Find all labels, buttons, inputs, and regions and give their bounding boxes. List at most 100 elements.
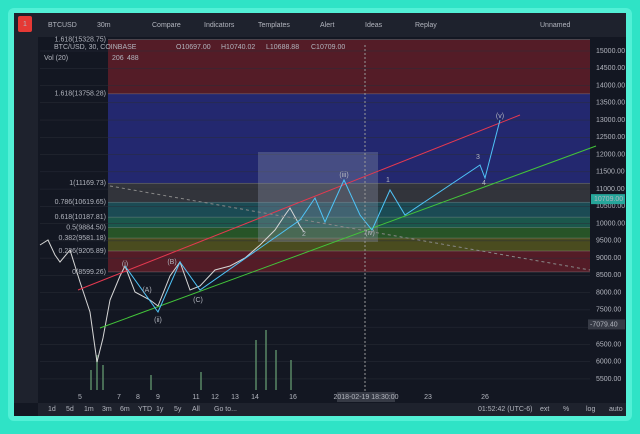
fib-label: 1.618(15328.75) xyxy=(55,36,106,43)
fib-label: 0.236(9205.89) xyxy=(59,248,106,255)
time-label: 12 xyxy=(211,394,219,401)
legend-low: L10688.88 xyxy=(266,44,299,51)
range-button[interactable]: 1d xyxy=(48,406,56,413)
wave-projection xyxy=(124,119,501,314)
price-label: 9500.00 xyxy=(596,238,621,245)
fib-label: 1(11169.73) xyxy=(69,180,106,187)
fib-zones: 1.618(15328.75) 1.618(13758.28) 1(11169.73… xyxy=(55,36,590,276)
volume-value: 488 xyxy=(127,55,139,62)
fib-zone xyxy=(108,183,590,203)
price-label: 14000.00 xyxy=(596,82,625,89)
wave-label: (i) xyxy=(122,261,128,268)
price-label: 15000.00 xyxy=(596,48,625,55)
price-label: 8500.00 xyxy=(596,272,621,279)
legend-high: H10740.02 xyxy=(221,44,255,51)
range-button[interactable]: 3m xyxy=(102,406,112,413)
interval[interactable]: 30m xyxy=(97,22,111,29)
wave-label: 4 xyxy=(482,180,486,187)
last-price-box xyxy=(591,194,625,205)
fib-label: 0.382(9581.18) xyxy=(59,235,106,242)
price-label: 6500.00 xyxy=(596,341,621,348)
wave-label: (ii) xyxy=(154,317,162,324)
fib-zone xyxy=(108,227,590,239)
price-label: 13500.00 xyxy=(596,100,625,107)
time-label: 26 xyxy=(481,394,489,401)
wave-label: (B) xyxy=(167,259,176,266)
fib-label: 0.5(9884.50) xyxy=(66,224,106,231)
time-label: 13 xyxy=(231,394,239,401)
range-button[interactable]: 1y xyxy=(156,406,164,413)
price-label: 10000.00 xyxy=(596,220,625,227)
price-label: 6000.00 xyxy=(596,359,621,366)
time-label: 11 xyxy=(192,394,199,401)
price-label: 5500.00 xyxy=(596,376,621,383)
toolbar-button[interactable]: Alert xyxy=(320,22,334,29)
time-label: 7 xyxy=(117,394,121,401)
overlay-image xyxy=(258,152,378,242)
toolbar-button[interactable]: Indicators xyxy=(204,22,235,29)
toolbar-button[interactable]: Replay xyxy=(415,22,437,29)
time-label: 9 xyxy=(156,394,160,401)
last-price: 10709.00 xyxy=(594,196,623,203)
toolbar-button[interactable]: Templates xyxy=(258,22,290,29)
price-label: 7500.00 xyxy=(596,307,621,314)
range-button[interactable]: 1m xyxy=(84,406,94,413)
wave-label: 1 xyxy=(386,177,390,184)
fib-label: 0.618(10187.81) xyxy=(55,214,106,221)
fib-label: 0.786(10619.65) xyxy=(55,199,106,206)
fib-zone xyxy=(108,238,590,252)
range-button[interactable]: YTD xyxy=(138,406,152,413)
time-label: 14 xyxy=(251,394,259,401)
wave-label: (iv) xyxy=(365,230,375,237)
fib-zone xyxy=(108,39,590,94)
price-label: 11000.00 xyxy=(596,186,625,193)
top-toolbar xyxy=(14,13,626,37)
bottom-bar xyxy=(38,403,626,416)
range-button[interactable]: All xyxy=(192,406,200,413)
time-label: 8 xyxy=(136,394,140,401)
range-button[interactable]: 5y xyxy=(174,406,182,413)
wave-label: (v) xyxy=(496,113,504,120)
legend-volume: Vol (20) xyxy=(44,55,68,62)
price-label: 8000.00 xyxy=(596,289,621,296)
range-button[interactable]: Go to... xyxy=(214,406,237,413)
wave-label: (A) xyxy=(142,287,151,294)
axis-option[interactable]: ext xyxy=(540,406,549,413)
cursor-time-box xyxy=(337,392,395,402)
time-label: 16 xyxy=(289,394,297,401)
cursor-price-box xyxy=(588,319,625,330)
price-label: 12000.00 xyxy=(596,151,625,158)
layout-name[interactable]: Unnamed xyxy=(540,22,570,29)
axis-option[interactable]: auto xyxy=(609,406,623,413)
axis-option[interactable]: log xyxy=(586,406,595,413)
toolbar-button[interactable]: Compare xyxy=(152,22,181,29)
range-button[interactable]: 5d xyxy=(66,406,74,413)
price-label: 14500.00 xyxy=(596,65,625,72)
symbol[interactable]: BTCUSD xyxy=(48,22,77,29)
wave-label: (iii) xyxy=(339,172,348,179)
volume xyxy=(90,330,292,390)
price-path xyxy=(39,207,305,363)
clock: 01:52:42 (UTC-6) xyxy=(478,406,532,413)
legend-open: O10697.00 xyxy=(176,44,211,51)
legend-close: C10709.00 xyxy=(311,44,345,51)
wave-label: 3 xyxy=(476,154,480,161)
price-label: 10500.00 xyxy=(596,203,625,210)
toolbar-button[interactable]: Ideas xyxy=(365,22,383,29)
price-label: 11500.00 xyxy=(596,169,625,176)
range-button[interactable]: 6m xyxy=(120,406,130,413)
fib-zone xyxy=(108,202,590,218)
axis-option[interactable]: % xyxy=(563,406,569,413)
cursor-price: -7079.40 xyxy=(590,321,618,328)
channel-top xyxy=(77,114,521,291)
time-label: 5 xyxy=(78,394,82,401)
legend-pair: BTC/USD, 30, COINBASE xyxy=(54,44,137,51)
wave-label: 2 xyxy=(302,231,306,238)
fib-zone xyxy=(108,217,590,228)
fib-label: 1.618(13758.28) xyxy=(55,91,106,98)
time-label: 23 xyxy=(424,394,432,401)
cursor-time: 2018-02-19 18:30:00 xyxy=(334,394,399,401)
price-label: 12500.00 xyxy=(596,134,625,141)
channel-bottom xyxy=(99,145,597,329)
